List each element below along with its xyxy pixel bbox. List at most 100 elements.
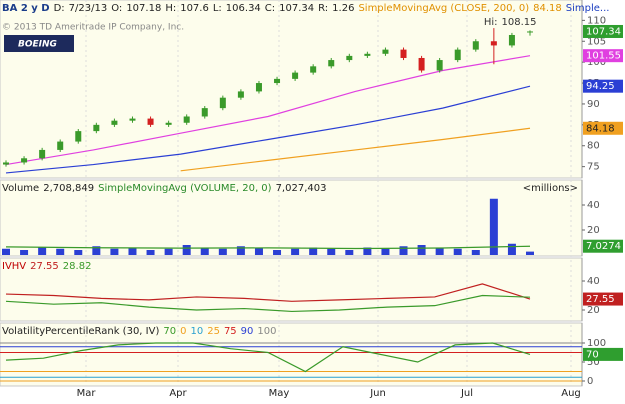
header-item: Simple... — [566, 3, 610, 14]
y-tick-label: 100 — [587, 338, 606, 349]
header-item: 10 — [190, 326, 203, 337]
bar — [38, 247, 47, 255]
header-item: 106.34 — [226, 3, 261, 14]
header-item: L: — [213, 3, 222, 14]
header-item: 107.6 — [180, 3, 209, 14]
bar — [526, 251, 534, 255]
candle-body — [328, 60, 335, 67]
y-tick-label: 40 — [587, 276, 600, 287]
candle-body — [183, 116, 190, 123]
header-item: 28.82 — [63, 261, 92, 272]
y-tick-label: 105 — [587, 36, 606, 47]
bar — [381, 248, 390, 255]
candle-body — [111, 120, 118, 125]
series-line — [5, 85, 531, 174]
header-item: 70 — [163, 326, 176, 337]
x-tick-label: Jun — [369, 388, 386, 399]
value-badge-label: 94.25 — [586, 81, 615, 92]
header-item: 7,027,403 — [276, 183, 327, 194]
candle-body — [310, 66, 317, 73]
series-line — [5, 245, 531, 250]
header-item: 27.55 — [30, 261, 59, 272]
value-badge — [583, 24, 623, 38]
panel-header: Volume 2,708,849 SimpleMovingAvg (VOLUME, … — [2, 183, 326, 194]
candle-body — [292, 72, 299, 79]
bar — [435, 247, 444, 255]
bar — [74, 250, 83, 255]
logo: BOEING — [18, 40, 57, 50]
candle-body — [165, 122, 172, 125]
panel — [0, 0, 583, 179]
y-tick-label: 80 — [587, 141, 600, 152]
series-line — [5, 55, 531, 166]
header-item: 2,708,849 — [43, 183, 94, 194]
header-item: IVHV — [2, 261, 26, 272]
candle-body — [436, 60, 443, 71]
header-item: 84.18 — [533, 3, 562, 14]
header-item: 0 — [180, 326, 186, 337]
bar — [399, 246, 408, 255]
bar — [182, 245, 191, 255]
candle-body — [93, 124, 100, 132]
bar — [471, 250, 480, 255]
bar — [291, 248, 300, 255]
value-badge — [583, 239, 623, 253]
candle-body — [346, 55, 353, 61]
series-line — [180, 127, 531, 172]
value-badge-label: 27.55 — [586, 294, 615, 305]
bar — [236, 246, 245, 255]
candle-body — [147, 118, 154, 125]
bar — [309, 247, 318, 255]
bar — [489, 198, 498, 255]
bar — [164, 248, 173, 255]
bar — [327, 248, 336, 255]
candle-body — [201, 108, 208, 117]
header-item: 107.18 — [126, 3, 161, 14]
candle-body — [21, 158, 28, 163]
header-item: H: — [165, 3, 176, 14]
units: <millions> — [523, 183, 578, 194]
panel-header: VolatilityPercentileRank (30, IV) 70 0 10 25… — [2, 326, 277, 337]
header-item: R: — [318, 3, 328, 14]
bar — [453, 248, 462, 255]
header-item: VolatilityPercentileRank (30, IV) — [2, 326, 159, 337]
candle-body — [3, 162, 9, 165]
bar — [2, 248, 10, 255]
x-tick-label: Mar — [77, 388, 97, 399]
header-item: SimpleMovingAvg (CLOSE, 200, 0) — [358, 3, 529, 14]
y-tick-label: 50 — [587, 357, 600, 368]
value-badge — [583, 49, 623, 63]
candle-body — [75, 131, 82, 142]
panel-header: BA 2 y D D: 7/23/13 O: 107.18 H: 107.6 L: 106.34… — [2, 3, 609, 14]
candle-body — [418, 57, 425, 71]
bar — [92, 246, 101, 255]
y-tick-label: 40 — [587, 200, 600, 211]
candle-body — [527, 31, 533, 33]
series-line — [5, 342, 531, 373]
copyright: © 2013 TD Ameritrade IP Company, Inc. — [2, 23, 184, 33]
candle-body — [454, 49, 461, 61]
bar — [200, 247, 209, 255]
bar — [128, 247, 137, 255]
header-item: Hi: — [484, 17, 498, 28]
series-line — [5, 294, 531, 313]
x-tick-label: Jul — [460, 388, 473, 399]
header-item: 75 — [224, 326, 237, 337]
candle-body — [508, 34, 515, 46]
candle-body — [39, 149, 46, 159]
candle-body — [237, 91, 244, 98]
bar — [218, 248, 227, 255]
header-item: 107.34 — [279, 3, 314, 14]
value-badge — [583, 121, 623, 135]
value-badge — [583, 292, 623, 306]
candle-body — [129, 118, 136, 121]
y-tick-label: 20 — [587, 305, 600, 316]
candle-body — [400, 49, 407, 58]
header-item: BA 2 y D — [2, 3, 50, 14]
header-item: 1.26 — [332, 3, 354, 14]
x-tick-label: May — [269, 388, 290, 399]
y-tick-label: 100 — [587, 57, 606, 68]
value-badge — [583, 79, 623, 93]
value-badge-label: 84.18 — [586, 123, 615, 134]
